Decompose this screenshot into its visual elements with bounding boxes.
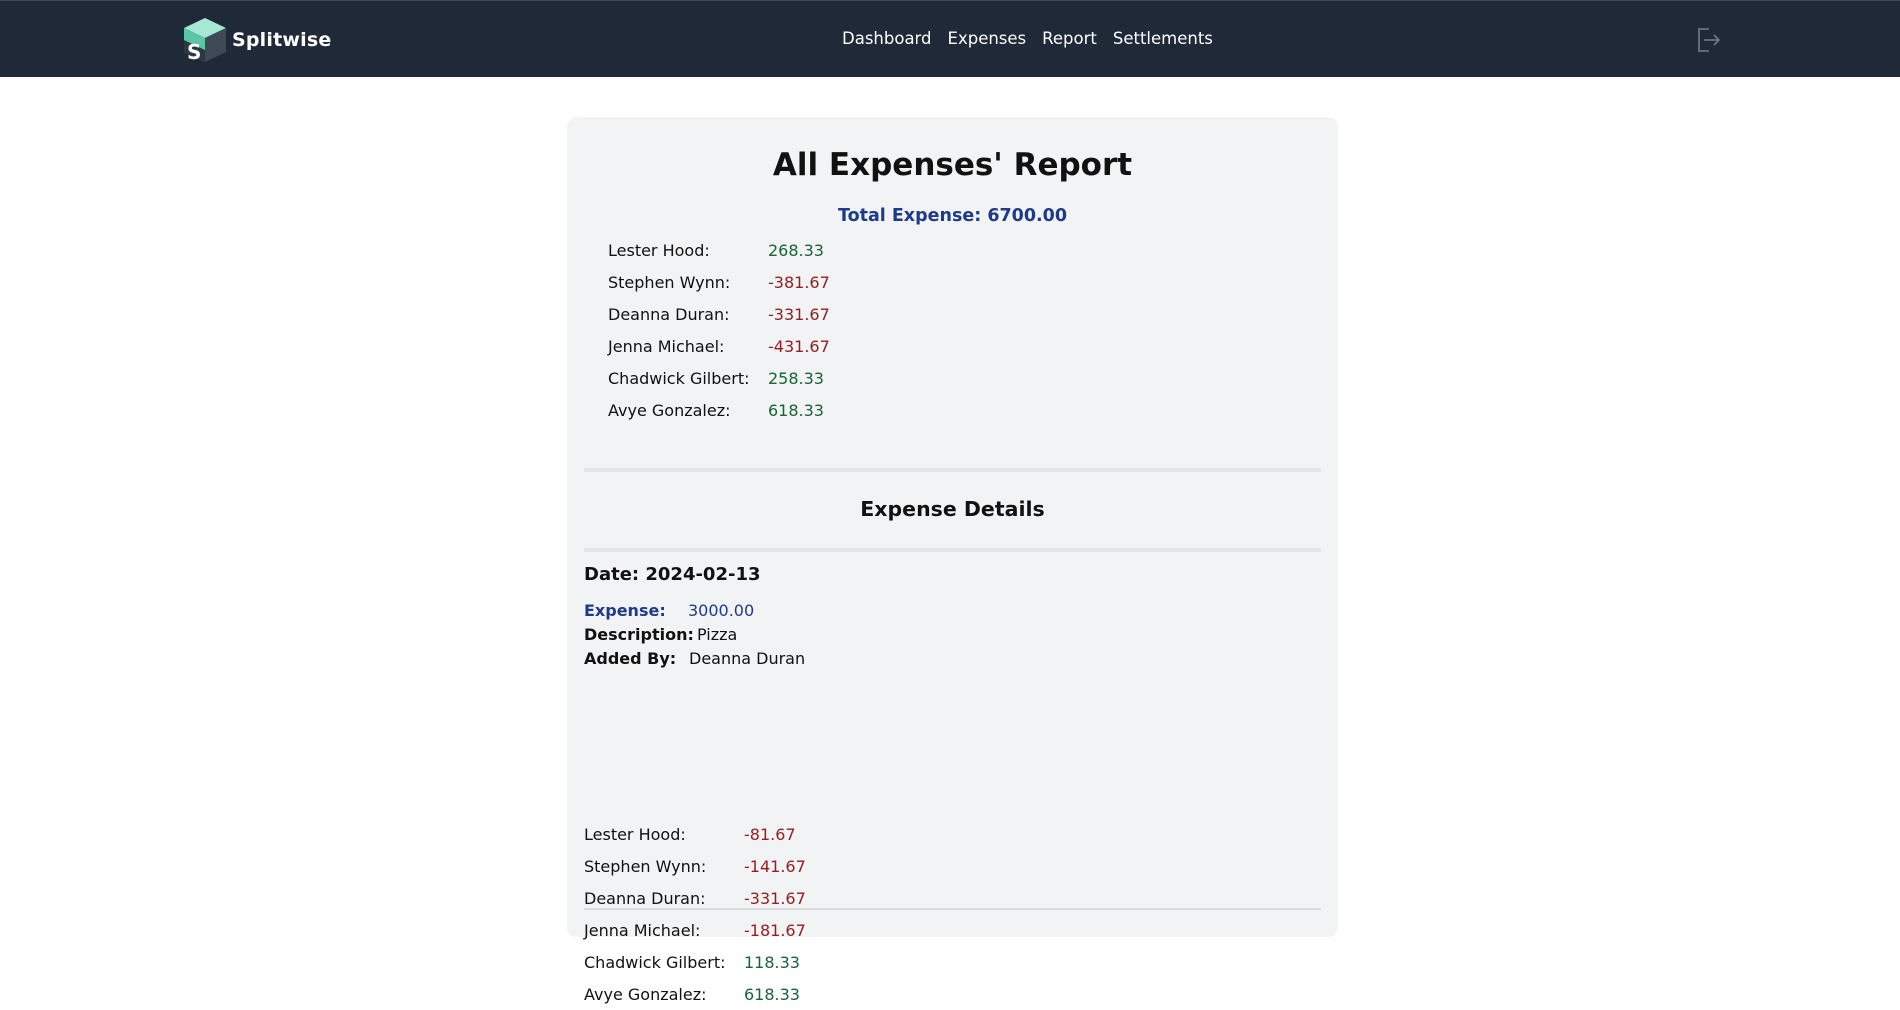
- person-name: Chadwick Gilbert:: [584, 952, 726, 972]
- description-value: Pizza: [697, 624, 738, 644]
- expense-description-row: Description: Pizza: [584, 622, 805, 646]
- expense-share-list: Lester Hood: -81.67 Stephen Wynn: -141.67 De…: [584, 818, 806, 1010]
- list-item: Chadwick Gilbert: 258.33: [608, 362, 830, 394]
- brand-name: Splitwise: [232, 29, 332, 51]
- svg-text:S: S: [187, 40, 201, 62]
- divider: [584, 548, 1321, 552]
- page-title: All Expenses' Report: [772, 147, 1133, 183]
- person-name: Lester Hood:: [584, 824, 686, 844]
- balance-summary-list: Lester Hood: 268.33 Stephen Wynn: -381.67 De…: [608, 234, 830, 426]
- amount-value: 258.33: [768, 368, 824, 388]
- expense-amount-row: Expense: 3000.00: [584, 598, 805, 622]
- person-name: Deanna Duran:: [584, 888, 706, 908]
- divider: [584, 468, 1321, 472]
- expense-meta: Expense: 3000.00 Description: Pizza Adde…: [584, 598, 805, 670]
- list-item: Chadwick Gilbert: 118.33: [584, 946, 806, 978]
- expense-details-title: Expense Details: [860, 497, 1045, 521]
- person-name: Deanna Duran:: [608, 304, 730, 324]
- report-card: All Expenses' Report Total Expense: 6700…: [567, 117, 1338, 1004]
- amount-value: 118.33: [744, 952, 800, 972]
- person-name: Avye Gonzalez:: [608, 400, 731, 420]
- expense-amount-label: Expense:: [584, 600, 666, 620]
- amount-value: 618.33: [768, 400, 824, 420]
- list-item: Deanna Duran: -331.67: [584, 882, 806, 914]
- amount-value: -331.67: [744, 888, 806, 908]
- expense-amount-value: 3000.00: [688, 600, 755, 620]
- list-item: Avye Gonzalez: 618.33: [608, 394, 830, 426]
- amount-value: -381.67: [768, 272, 830, 292]
- top-navbar: S Splitwise Dashboard Expenses Report Se…: [0, 0, 1900, 77]
- expense-added-by-row: Added By: Deanna Duran: [584, 646, 805, 670]
- logout-icon[interactable]: [1694, 26, 1722, 54]
- list-item: Lester Hood: 268.33: [608, 234, 830, 266]
- list-item: Jenna Michael: -181.67: [584, 914, 806, 946]
- person-name: Lester Hood:: [608, 240, 710, 260]
- nav-settlements[interactable]: Settlements: [1112, 29, 1213, 48]
- person-name: Stephen Wynn:: [608, 272, 731, 292]
- total-expense: Total Expense: 6700.00: [837, 206, 1068, 226]
- person-name: Avye Gonzalez:: [584, 984, 707, 1004]
- amount-value: -331.67: [768, 304, 830, 324]
- amount-value: -431.67: [768, 336, 830, 356]
- person-name: Chadwick Gilbert:: [608, 368, 750, 388]
- list-item: Stephen Wynn: -141.67: [584, 850, 806, 882]
- brand[interactable]: S Splitwise: [184, 18, 332, 64]
- amount-value: -181.67: [744, 920, 806, 940]
- nav-dashboard[interactable]: Dashboard: [842, 29, 932, 48]
- added-by-value: Deanna Duran: [689, 648, 806, 668]
- description-label: Description:: [584, 624, 694, 644]
- amount-value: -81.67: [744, 824, 796, 844]
- amount-value: -141.67: [744, 856, 806, 876]
- expense-date: Date: 2024-02-13: [584, 564, 761, 585]
- list-item: Deanna Duran: -331.67: [608, 298, 830, 330]
- person-name: Stephen Wynn:: [584, 856, 707, 876]
- list-item: Jenna Michael: -431.67: [608, 330, 830, 362]
- added-by-label: Added By:: [584, 648, 677, 668]
- list-item: Lester Hood: -81.67: [584, 818, 806, 850]
- amount-value: 618.33: [744, 984, 800, 1004]
- list-item: Avye Gonzalez: 618.33: [584, 978, 806, 1010]
- divider: [584, 908, 1321, 910]
- splitwise-logo-icon: S: [184, 18, 226, 64]
- amount-value: 268.33: [768, 240, 824, 260]
- nav-report[interactable]: Report: [1042, 29, 1097, 48]
- list-item: Stephen Wynn: -381.67: [608, 266, 830, 298]
- nav-expenses[interactable]: Expenses: [947, 29, 1027, 48]
- person-name: Jenna Michael:: [584, 920, 701, 940]
- person-name: Jenna Michael:: [608, 336, 725, 356]
- main-nav: Dashboard Expenses Report Settlements: [842, 29, 1229, 48]
